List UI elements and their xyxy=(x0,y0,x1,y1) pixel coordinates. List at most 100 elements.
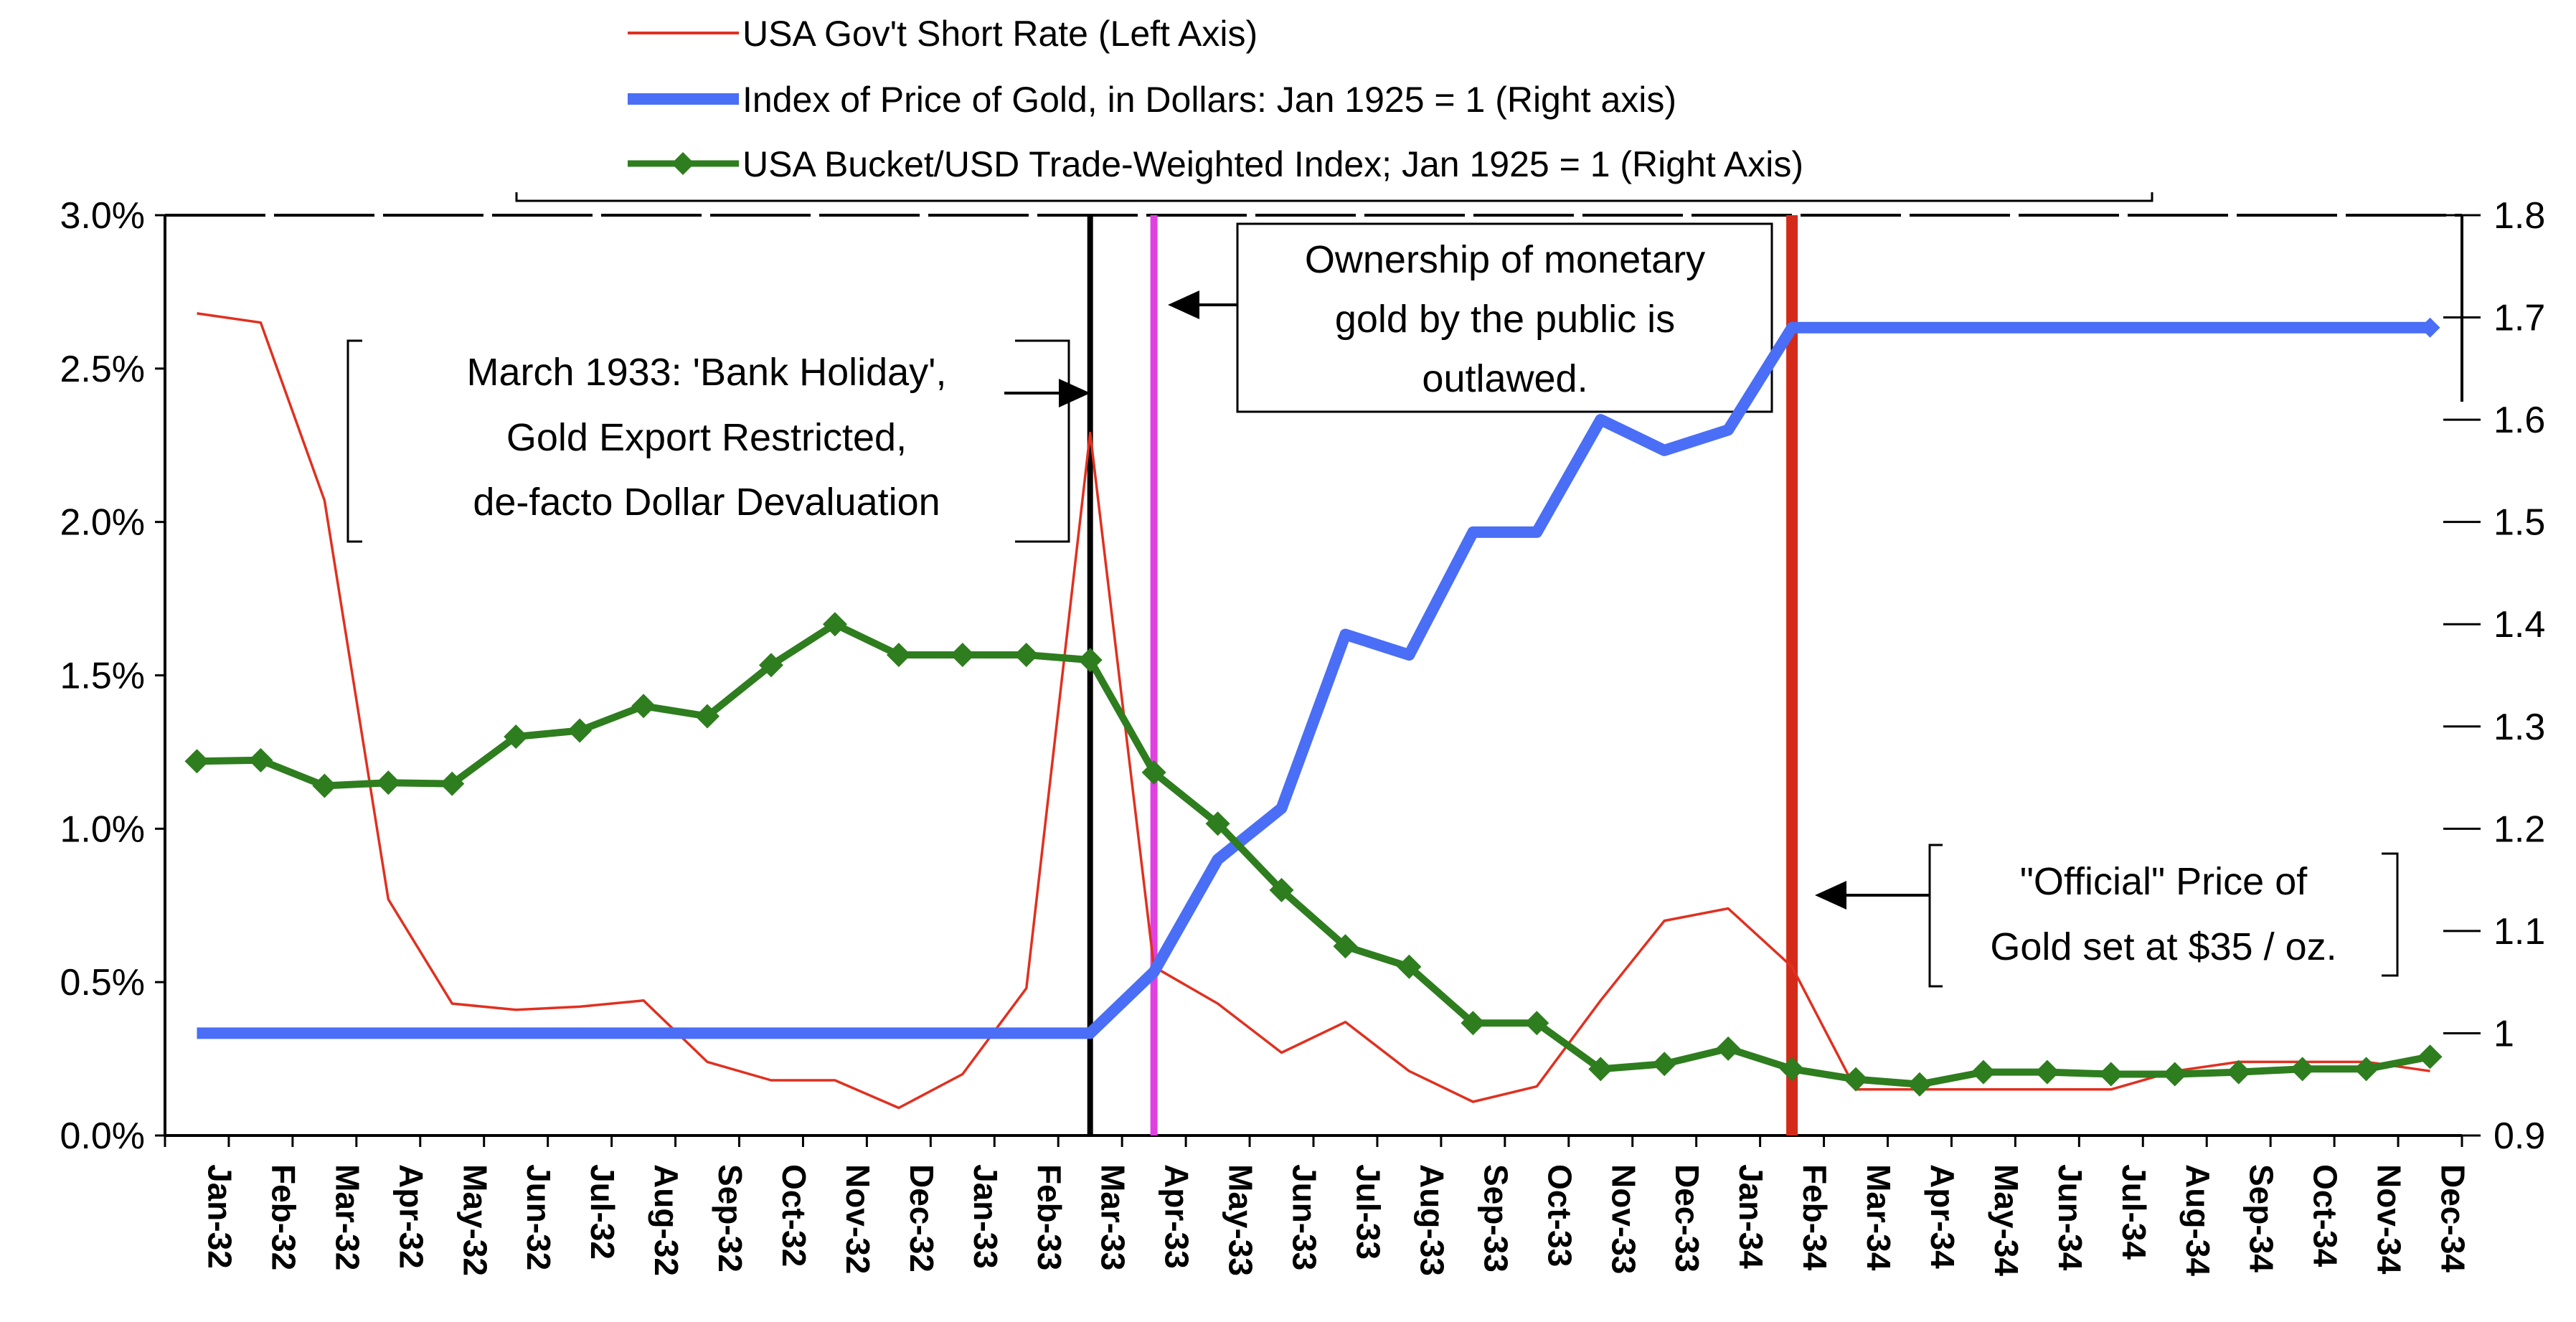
x-axis-ticks: Jan-32 Feb-32 Mar-32 Apr-32 May-32 Jun-32 Jul-… xyxy=(164,1135,2472,1276)
x-tick-label: Oct-33 xyxy=(1541,1164,1578,1267)
right-tick-label: 1.5 xyxy=(2494,502,2545,544)
series-line-short_rate xyxy=(197,312,2430,1110)
series-point-trade-weighted xyxy=(1205,811,1230,836)
x-tick-label: Jul-33 xyxy=(1349,1164,1387,1260)
series-point-trade-weighted xyxy=(950,642,975,667)
right-tick-label: 1.8 xyxy=(2494,195,2545,237)
series-point-trade-weighted xyxy=(440,771,465,796)
annotation-bank-holiday-line-3: de-facto Dollar Devaluation xyxy=(473,481,940,524)
left-tick-label: 2.0% xyxy=(60,502,145,544)
annotation-ownership: Ownership of monetary gold by the public… xyxy=(1168,222,1773,413)
x-tick-label: Aug-32 xyxy=(648,1164,685,1276)
right-tick-label: 1.2 xyxy=(2494,808,2545,850)
right-tick-label: 1.4 xyxy=(2494,604,2545,646)
x-tick-label: Jun-33 xyxy=(1286,1164,1324,1270)
series-point-trade-weighted xyxy=(1397,954,1422,979)
x-tick-label: Feb-34 xyxy=(1796,1164,1834,1271)
left-tick-label: 2.5% xyxy=(60,349,145,390)
series-point-trade-weighted xyxy=(1333,934,1358,959)
legend-bracket xyxy=(515,192,2153,202)
left-axis-ticks: 0.0% 0.5% 1.0% 1.5% 2.0% 2.5% 3.0% xyxy=(60,195,165,1157)
x-tick-label: Mar-34 xyxy=(1860,1164,1897,1271)
series-point-trade-weighted xyxy=(822,612,847,637)
annotation-official-price-bracket-right xyxy=(2382,852,2399,977)
right-tick-label: 0.9 xyxy=(2494,1115,2545,1157)
series-point-trade-weighted xyxy=(1716,1036,1741,1061)
legend-label-gold-price: Index of Price of Gold, in Dollars: Jan … xyxy=(742,80,1676,120)
x-tick-label: Apr-32 xyxy=(392,1164,430,1269)
series-point-trade-weighted xyxy=(1971,1059,1996,1085)
series-point-trade-weighted xyxy=(2290,1057,2315,1082)
x-tick-label: Sep-33 xyxy=(1477,1164,1514,1273)
series-point-trade-weighted xyxy=(2354,1057,2379,1082)
series-point-trade-weighted xyxy=(2098,1062,2123,1087)
x-tick-label: Jul-32 xyxy=(584,1164,621,1260)
x-tick-label: Nov-33 xyxy=(1605,1164,1642,1274)
legend-marker-trade-weighted xyxy=(671,152,694,175)
x-tick-label: Dec-34 xyxy=(2435,1164,2472,1273)
series-point-trade-weighted xyxy=(1141,760,1166,785)
x-tick-label: Jul-34 xyxy=(2115,1164,2153,1260)
x-tick-label: Jun-32 xyxy=(520,1164,557,1270)
annotation-bank-holiday-bracket-left xyxy=(346,339,362,543)
legend-label-short-rate: USA Gov't Short Rate (Left Axis) xyxy=(742,14,1258,54)
series-point-gold-price xyxy=(2420,317,2440,338)
series-point-trade-weighted xyxy=(248,747,273,773)
annotation-bank-holiday-bracket-right xyxy=(1015,339,1070,543)
series-point-trade-weighted xyxy=(1269,877,1294,902)
x-tick-label: Feb-33 xyxy=(1031,1164,1068,1270)
annotation-ownership-arrowhead xyxy=(1168,291,1199,319)
x-tick-label: Mar-33 xyxy=(1095,1164,1132,1270)
left-tick-label: 0.0% xyxy=(60,1115,145,1157)
x-tick-label: Dec-33 xyxy=(1669,1164,1706,1273)
series-point-trade-weighted xyxy=(1588,1057,1613,1082)
series-point-trade-weighted xyxy=(2034,1059,2060,1085)
left-tick-label: 1.5% xyxy=(60,656,145,697)
series-point-trade-weighted xyxy=(1844,1067,1869,1092)
x-tick-label: Aug-34 xyxy=(2179,1164,2217,1276)
left-tick-label: 1.0% xyxy=(60,808,145,850)
series-point-trade-weighted xyxy=(1652,1052,1677,1077)
x-tick-label: Apr-34 xyxy=(1924,1164,1961,1269)
annotation-bank-holiday: March 1933: 'Bank Holiday', Gold Export … xyxy=(346,339,1090,543)
series-line-gold_price xyxy=(197,321,2430,1039)
annotation-bank-holiday-line-1: March 1933: 'Bank Holiday', xyxy=(467,351,947,394)
annotation-ownership-line-1: Ownership of monetary xyxy=(1305,238,1705,281)
right-tick-label: 1.1 xyxy=(2494,911,2545,953)
annotation-bank-holiday-line-2: Gold Export Restricted, xyxy=(506,416,907,459)
annotation-ownership-line-3: outlawed. xyxy=(1422,357,1587,400)
series-point-trade-weighted xyxy=(631,694,656,719)
x-tick-label: Jan-32 xyxy=(201,1164,238,1269)
x-tick-label: Oct-32 xyxy=(775,1164,813,1267)
x-tick-label: Sep-34 xyxy=(2243,1164,2280,1273)
event-markers xyxy=(1087,215,1798,1135)
series-point-trade-weighted xyxy=(1077,648,1103,673)
x-tick-label: Apr-33 xyxy=(1159,1164,1196,1269)
x-tick-label: Nov-34 xyxy=(2371,1164,2408,1275)
x-tick-label: Aug-33 xyxy=(1413,1164,1450,1276)
series-point-trade-weighted xyxy=(312,773,337,798)
series-point-trade-weighted xyxy=(758,653,783,678)
legend: USA Gov't Short Rate (Left Axis) Index o… xyxy=(515,14,2153,202)
series-point-trade-weighted xyxy=(376,770,401,795)
annotation-official-price-line-1: "Official" Price of xyxy=(2020,860,2308,903)
right-tick-label: 1 xyxy=(2494,1013,2514,1054)
x-tick-label: Jan-34 xyxy=(1732,1164,1770,1269)
annotation-ownership-line-2: gold by the public is xyxy=(1335,298,1675,341)
annotation-official-price-line-2: Gold set at $35 / oz. xyxy=(1990,925,2336,968)
x-tick-label: Feb-32 xyxy=(265,1164,302,1270)
series-point-trade-weighted xyxy=(504,724,529,750)
annotation-official-price-arrowhead xyxy=(1815,881,1846,910)
series-point-trade-weighted xyxy=(886,642,911,667)
right-axis-ticks: 0.9 1 1.1 1.2 1.3 1.4 1.5 1.6 1.7 1.8 xyxy=(2443,195,2545,1157)
left-tick-label: 3.0% xyxy=(60,195,145,237)
left-tick-label: 0.5% xyxy=(60,962,145,1004)
series-point-trade-weighted xyxy=(1461,1011,1486,1036)
x-tick-label: Dec-32 xyxy=(903,1164,940,1273)
x-tick-label: Mar-32 xyxy=(329,1164,366,1270)
series-point-trade-weighted xyxy=(1780,1057,1805,1082)
series-point-trade-weighted xyxy=(1014,642,1039,667)
annotation-ownership-box xyxy=(1236,222,1773,413)
